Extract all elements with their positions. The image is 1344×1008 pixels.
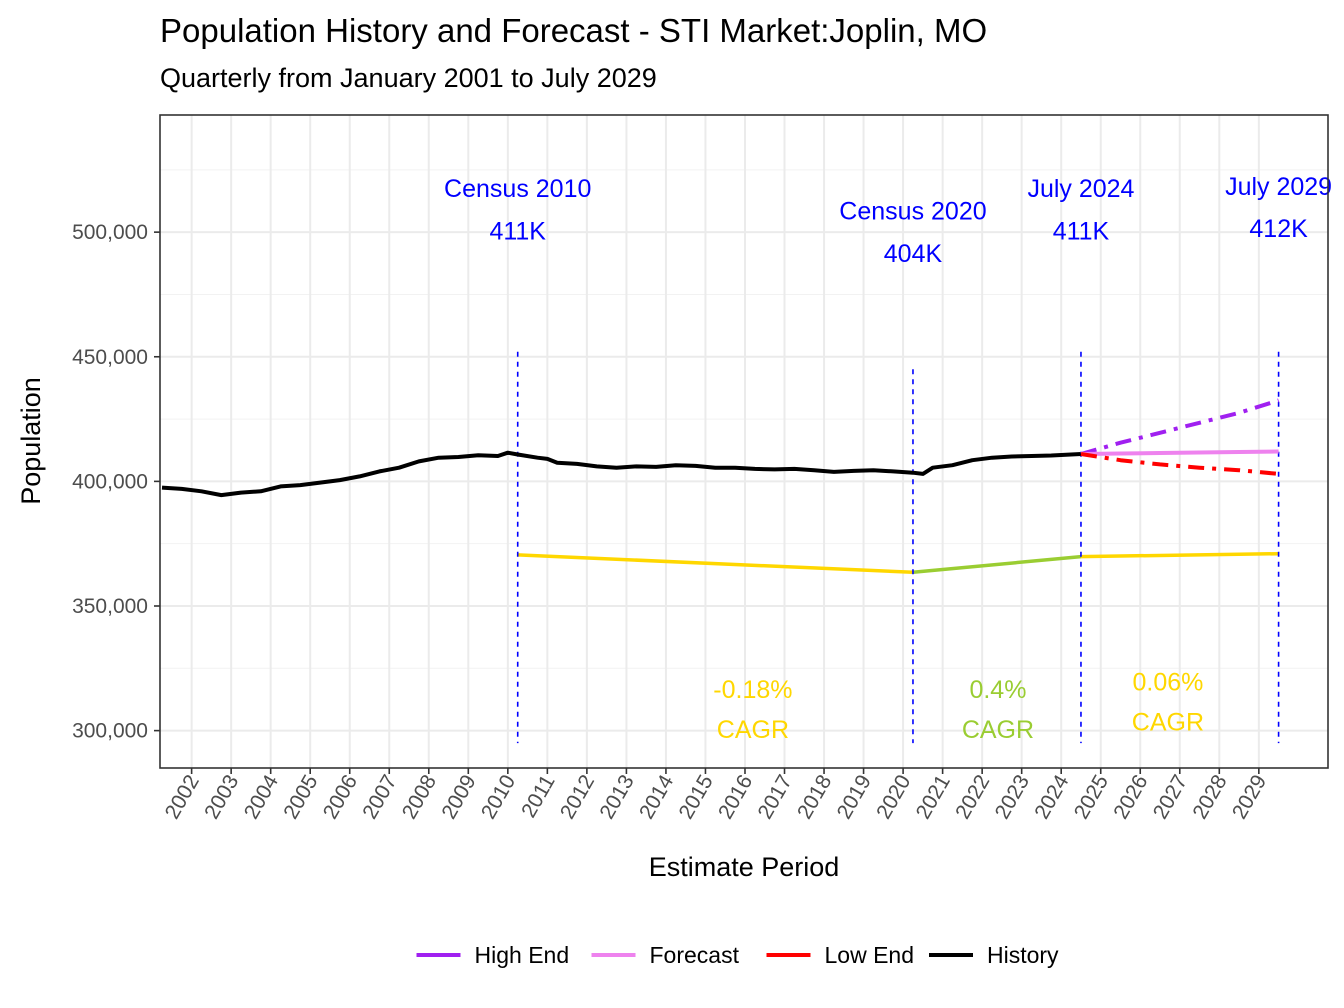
y-tick-label: 400,000 xyxy=(72,470,148,493)
x-tick-label: 2012 xyxy=(556,771,599,823)
cagr-line xyxy=(912,554,1082,575)
x-tick-label: 2023 xyxy=(991,771,1034,823)
y-tick-label: 500,000 xyxy=(72,221,148,244)
legend-label: Low End xyxy=(825,942,915,968)
cagr-text-label: CAGR xyxy=(717,716,789,744)
x-tick-label: 2024 xyxy=(1030,771,1073,823)
annotation-value: 411K xyxy=(1053,218,1110,246)
series-line-high-end xyxy=(1080,398,1280,456)
legend-label: High End xyxy=(475,942,570,968)
x-tick-label: 2015 xyxy=(675,771,718,823)
x-tick-label: 2011 xyxy=(517,771,560,822)
chart-subtitle: Quarterly from January 2001 to July 2029 xyxy=(160,63,657,93)
cagr-value-label: 0.4% xyxy=(969,676,1026,704)
cagr-text-label: CAGR xyxy=(1132,709,1204,737)
legend-label: History xyxy=(987,942,1059,968)
x-tick-label: 2025 xyxy=(1070,771,1113,823)
data-layer xyxy=(161,351,1280,744)
x-tick-label: 2008 xyxy=(398,771,441,823)
legend-label: Forecast xyxy=(650,942,740,968)
cagr-line xyxy=(517,553,914,575)
cagr-line xyxy=(1080,551,1279,559)
x-tick-label: 2007 xyxy=(358,771,401,823)
annotation-value: 412K xyxy=(1249,215,1308,243)
annotation-label: July 2029 xyxy=(1225,173,1332,201)
axis-layer: 300,000350,000400,000450,000500,00020022… xyxy=(72,221,1271,823)
x-tick-label: 2028 xyxy=(1188,771,1231,823)
x-tick-label: 2029 xyxy=(1228,771,1271,823)
x-tick-label: 2002 xyxy=(161,771,204,823)
x-tick-label: 2021 xyxy=(912,771,955,823)
plot-panel-border xyxy=(159,114,1329,769)
x-tick-label: 2006 xyxy=(319,771,362,823)
x-tick-label: 2009 xyxy=(437,771,480,823)
cagr-value-label: -0.18% xyxy=(713,676,792,704)
x-tick-label: 2018 xyxy=(793,771,836,823)
x-tick-label: 2013 xyxy=(595,771,638,823)
annotation-label: Census 2020 xyxy=(839,198,986,226)
cagr-value-label: 0.06% xyxy=(1132,669,1203,697)
x-tick-label: 2003 xyxy=(200,771,243,823)
annotation-label: July 2024 xyxy=(1027,175,1134,203)
x-axis-title: Estimate Period xyxy=(649,852,840,882)
x-tick-label: 2005 xyxy=(279,771,322,823)
y-tick-label: 450,000 xyxy=(72,346,148,369)
x-tick-label: 2004 xyxy=(240,771,283,823)
legend: High End Forecast Low End History xyxy=(416,942,1059,968)
annotation-value: 411K xyxy=(489,218,546,246)
x-tick-label: 2014 xyxy=(635,771,678,823)
y-axis-title: Population xyxy=(16,377,46,505)
x-tick-label: 2017 xyxy=(754,771,797,823)
x-tick-label: 2019 xyxy=(833,771,876,823)
series-line-forecast xyxy=(1080,449,1279,456)
cagr-text-label: CAGR xyxy=(962,716,1034,744)
x-tick-label: 2020 xyxy=(872,771,915,823)
chart-title: Population History and Forecast - STI Ma… xyxy=(160,12,988,49)
y-tick-label: 300,000 xyxy=(72,720,148,743)
y-tick-label: 350,000 xyxy=(72,595,148,618)
grid-layer xyxy=(160,115,1328,768)
annotation-value: 404K xyxy=(884,240,943,268)
annotation-label: Census 2010 xyxy=(444,175,591,203)
x-tick-label: 2010 xyxy=(477,771,520,823)
series-line-history xyxy=(161,450,1082,498)
x-tick-label: 2027 xyxy=(1149,771,1192,823)
series-line-low-end xyxy=(1080,452,1279,476)
x-tick-label: 2026 xyxy=(1109,771,1152,823)
x-tick-label: 2016 xyxy=(714,771,757,823)
x-tick-label: 2022 xyxy=(951,771,994,823)
annotation-layer: Census 2010 411K Census 2020 404K July 2024 4… xyxy=(444,173,1332,744)
